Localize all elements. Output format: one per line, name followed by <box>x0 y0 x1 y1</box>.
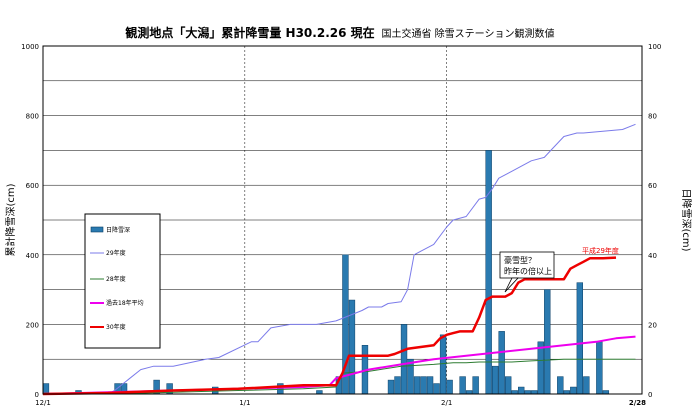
daily-bar <box>472 376 479 395</box>
left-tick-label: 800 <box>26 113 39 121</box>
chart-title: 観測地点「大潟」累計降雪量 H30.2.26 現在 <box>125 25 374 40</box>
daily-bar <box>277 383 284 395</box>
legend-swatch-daily <box>90 226 104 233</box>
daily-bar <box>42 383 50 395</box>
left-axis-label: 累計降雪深(cm) <box>4 183 17 256</box>
daily-bar <box>426 376 434 395</box>
legend-label-28: 28年度 <box>106 275 126 283</box>
daily-bar <box>531 390 538 395</box>
daily-bar <box>400 324 408 395</box>
daily-bar <box>485 150 492 395</box>
daily-bar <box>433 383 440 395</box>
right-y-ticks: 0 20 40 60 80 100 <box>648 43 661 399</box>
series-lines <box>42 123 636 396</box>
legend-label-daily: 日降雪深 <box>106 226 130 234</box>
right-tick-label: 0 <box>648 391 652 399</box>
x-ticks: 12/1 1/1 2/1 2/28 <box>35 399 646 407</box>
daily-bar <box>583 376 590 395</box>
daily-bar <box>596 341 603 395</box>
annotation-line-2: 昨年の倍以上 <box>504 266 552 276</box>
right-tick-label: 40 <box>648 252 657 260</box>
annotation-pointer <box>504 277 519 293</box>
daily-bar <box>524 390 531 395</box>
daily-bar <box>511 390 518 395</box>
daily-bar <box>439 334 447 395</box>
daily-bar <box>570 386 577 395</box>
annotation-box <box>499 251 555 279</box>
series-line-29 <box>43 123 636 395</box>
right-axis-label: 日降雪深(cm) <box>680 188 693 251</box>
daily-bar <box>407 358 414 395</box>
series-line-30 <box>42 256 617 396</box>
daily-bar <box>518 386 525 395</box>
daily-bar <box>459 376 466 395</box>
daily-bar <box>602 390 610 395</box>
chart-subtitle: 国土交通省 除雪ステーション観測数値 <box>382 27 555 40</box>
legend: 日降雪深 29年度 28年度 過去18年平均 30年度 <box>84 213 161 349</box>
daily-bar <box>563 390 570 395</box>
right-tick-label: 100 <box>648 43 661 51</box>
x-tick-label: 1/1 <box>239 399 250 407</box>
legend-box <box>84 213 161 349</box>
plot-frame <box>42 45 643 395</box>
left-tick-label: 0 <box>35 391 39 399</box>
daily-bar <box>446 379 453 395</box>
series-line-28 <box>43 358 636 395</box>
annotation-red-label: 平成29年度 <box>582 246 619 255</box>
x-tick-label: 2/28 <box>629 399 646 407</box>
daily-bar <box>465 390 473 395</box>
daily-bar <box>394 376 401 395</box>
left-tick-label: 400 <box>26 252 39 260</box>
left-tick-label: 1000 <box>21 43 39 51</box>
annotation-line-1: 豪雪型？ <box>504 255 536 265</box>
left-tick-label: 600 <box>26 182 39 190</box>
daily-bar <box>498 331 505 395</box>
daily-bar <box>544 289 551 395</box>
legend-label-avg: 過去18年平均 <box>106 299 144 307</box>
daily-bar <box>492 365 499 395</box>
left-y-ticks: 0 200 400 600 800 1000 <box>21 43 39 399</box>
daily-bar <box>316 390 323 395</box>
daily-bar <box>420 376 427 395</box>
left-tick-label: 200 <box>26 321 39 329</box>
right-tick-label: 80 <box>648 113 657 121</box>
daily-bar <box>505 376 512 395</box>
daily-bar <box>387 379 395 395</box>
legend-label-29: 29年度 <box>106 249 126 257</box>
x-tick-label: 12/1 <box>35 399 51 407</box>
daily-bars <box>42 150 610 395</box>
annotation-callout: 豪雪型？ 昨年の倍以上 <box>499 251 555 293</box>
x-tick-label: 2/1 <box>441 399 452 407</box>
right-tick-label: 20 <box>648 321 657 329</box>
daily-bar <box>557 376 564 395</box>
daily-bar <box>537 341 544 395</box>
daily-bar <box>576 282 584 395</box>
daily-bar <box>413 376 421 395</box>
legend-label-30: 30年度 <box>106 323 126 331</box>
right-tick-label: 60 <box>648 182 657 190</box>
